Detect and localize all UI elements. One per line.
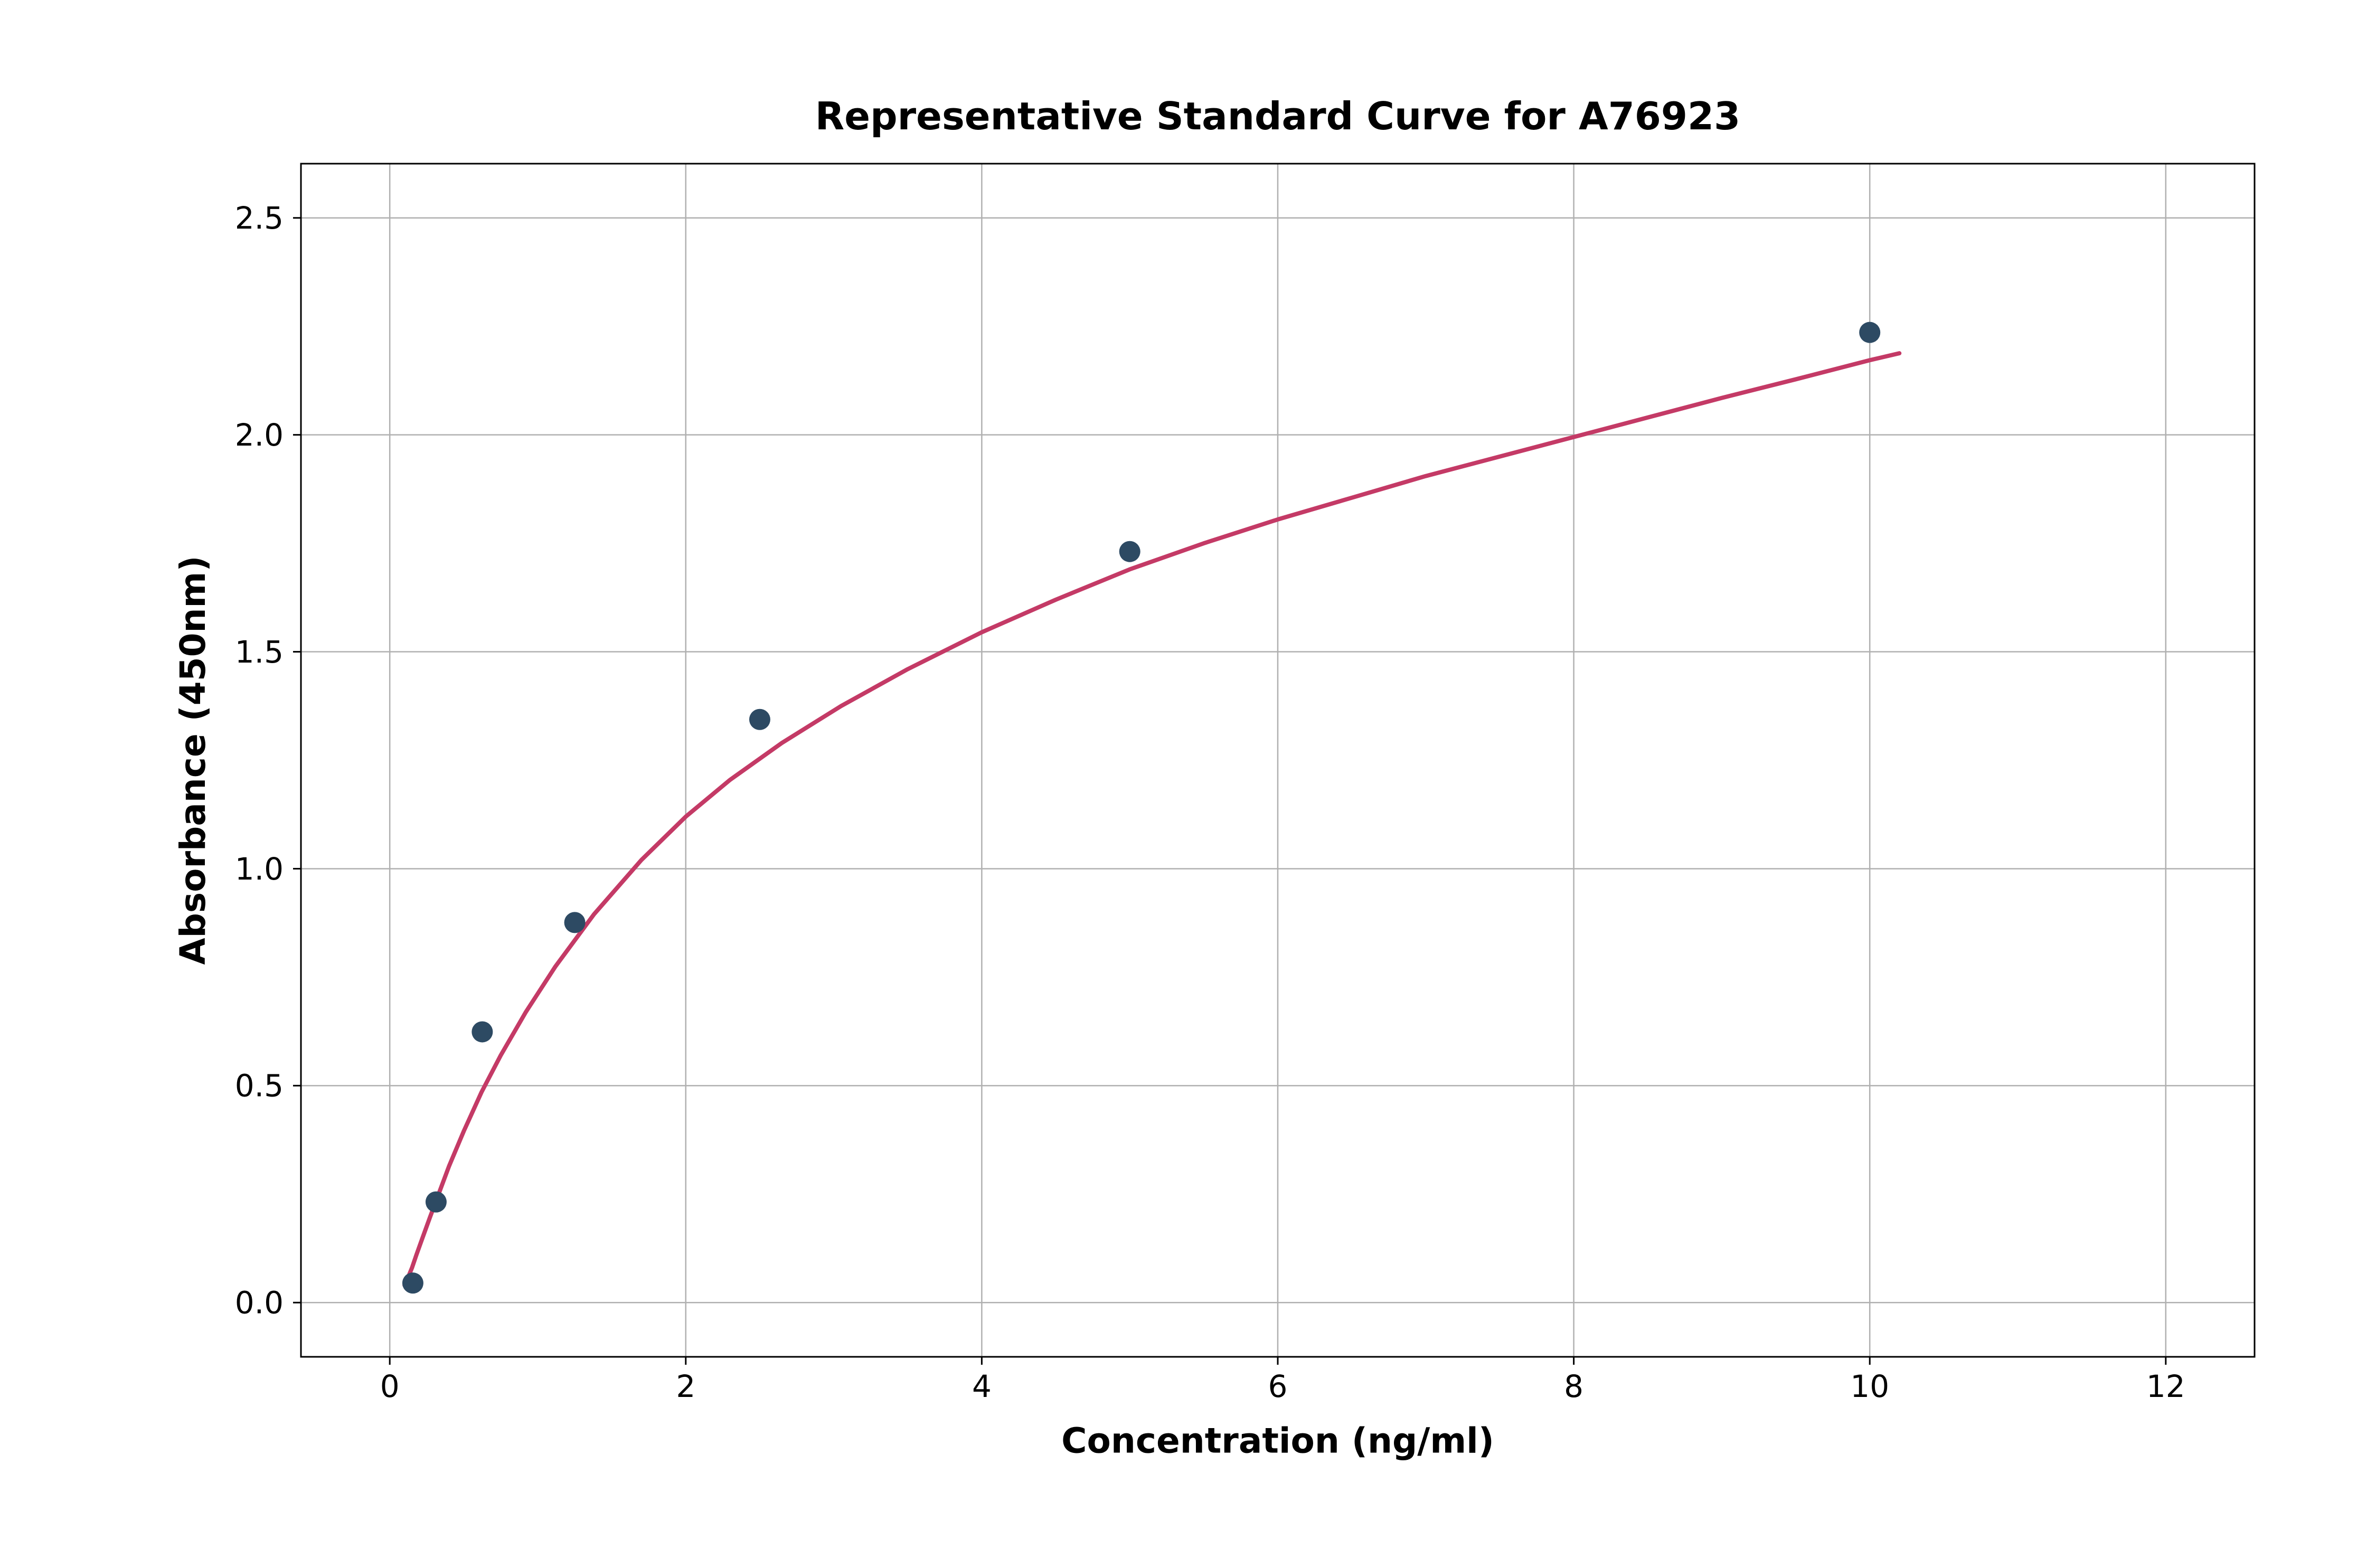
- x-tick-label: 2: [676, 1368, 695, 1404]
- data-point: [426, 1192, 447, 1213]
- standard-curve-chart: 0 2 4 6 8 10 12 0.0 0.5 1.0 1.5 2.0 2.5 Concentration…: [0, 0, 2376, 1568]
- x-tick-label: 4: [972, 1368, 992, 1404]
- x-tick-label: 8: [1564, 1368, 1583, 1404]
- data-point: [472, 1021, 493, 1042]
- x-tick-label: 10: [1850, 1368, 1889, 1404]
- x-tick-label: 6: [1268, 1368, 1288, 1404]
- data-point: [564, 912, 586, 933]
- x-tick-label: 0: [380, 1368, 400, 1404]
- data-point: [749, 709, 770, 730]
- y-tick-label: 2.0: [235, 417, 284, 453]
- data-point: [1119, 541, 1140, 562]
- y-tick-label: 0.5: [235, 1068, 284, 1104]
- data-point: [1859, 322, 1880, 343]
- y-tick-label: 2.5: [235, 200, 284, 236]
- data-point: [402, 1272, 423, 1293]
- chart-container: 0 2 4 6 8 10 12 0.0 0.5 1.0 1.5 2.0 2.5 Concentration…: [0, 0, 2376, 1568]
- y-axis-label: Absorbance (450nm): [173, 556, 213, 965]
- x-axis-label: Concentration (ng/ml): [1061, 1421, 1494, 1461]
- y-tick-label: 1.0: [235, 851, 284, 887]
- y-tick-label: 1.5: [235, 634, 284, 670]
- x-tick-label: 12: [2146, 1368, 2185, 1404]
- chart-title: Representative Standard Curve for A76923: [815, 94, 1740, 138]
- y-tick-label: 0.0: [235, 1285, 284, 1321]
